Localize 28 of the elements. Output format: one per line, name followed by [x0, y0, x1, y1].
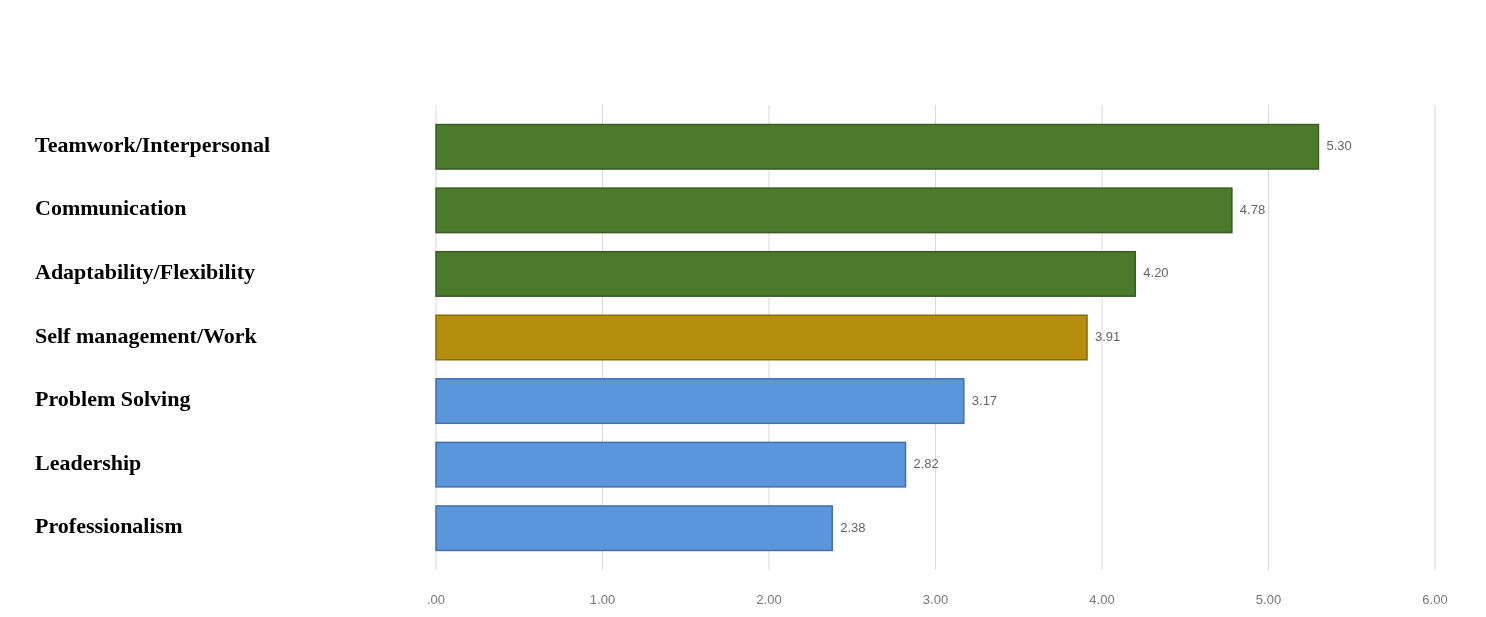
x-tick-label: 1.00	[589, 592, 616, 607]
data-label: 2.38	[840, 519, 866, 535]
x-tick-label: .00	[426, 592, 446, 607]
bar	[435, 314, 1088, 361]
y-tick-label: Teamwork/Interpersonal	[35, 131, 271, 157]
y-tick-label: Communication	[35, 195, 187, 221]
bar	[435, 378, 965, 425]
bar	[435, 187, 1233, 234]
data-label: 5.30	[1326, 138, 1352, 154]
x-tick-label: 4.00	[1089, 592, 1115, 607]
bar	[435, 441, 907, 488]
bar	[435, 123, 1320, 170]
data-label: 4.20	[1143, 265, 1169, 281]
bar	[435, 505, 834, 552]
data-label: 2.82	[913, 456, 939, 472]
x-tick-label: 6.00	[1422, 592, 1448, 607]
data-label: 3.91	[1095, 328, 1121, 344]
y-tick-label: Leadership	[35, 449, 142, 475]
y-tick-label: Self management/Work	[35, 322, 258, 348]
x-tick-label: 3.00	[922, 592, 949, 607]
y-tick-label: Professionalism	[35, 513, 183, 539]
y-tick-label: Adaptability/Flexibility	[35, 258, 256, 284]
y-tick-label: Problem Solving	[35, 386, 191, 412]
bar	[435, 250, 1137, 297]
data-label: 3.17	[971, 392, 998, 408]
x-tick-label: 5.00	[1255, 592, 1282, 607]
data-label: 4.78	[1239, 201, 1266, 217]
x-tick-label: 2.00	[756, 592, 782, 607]
